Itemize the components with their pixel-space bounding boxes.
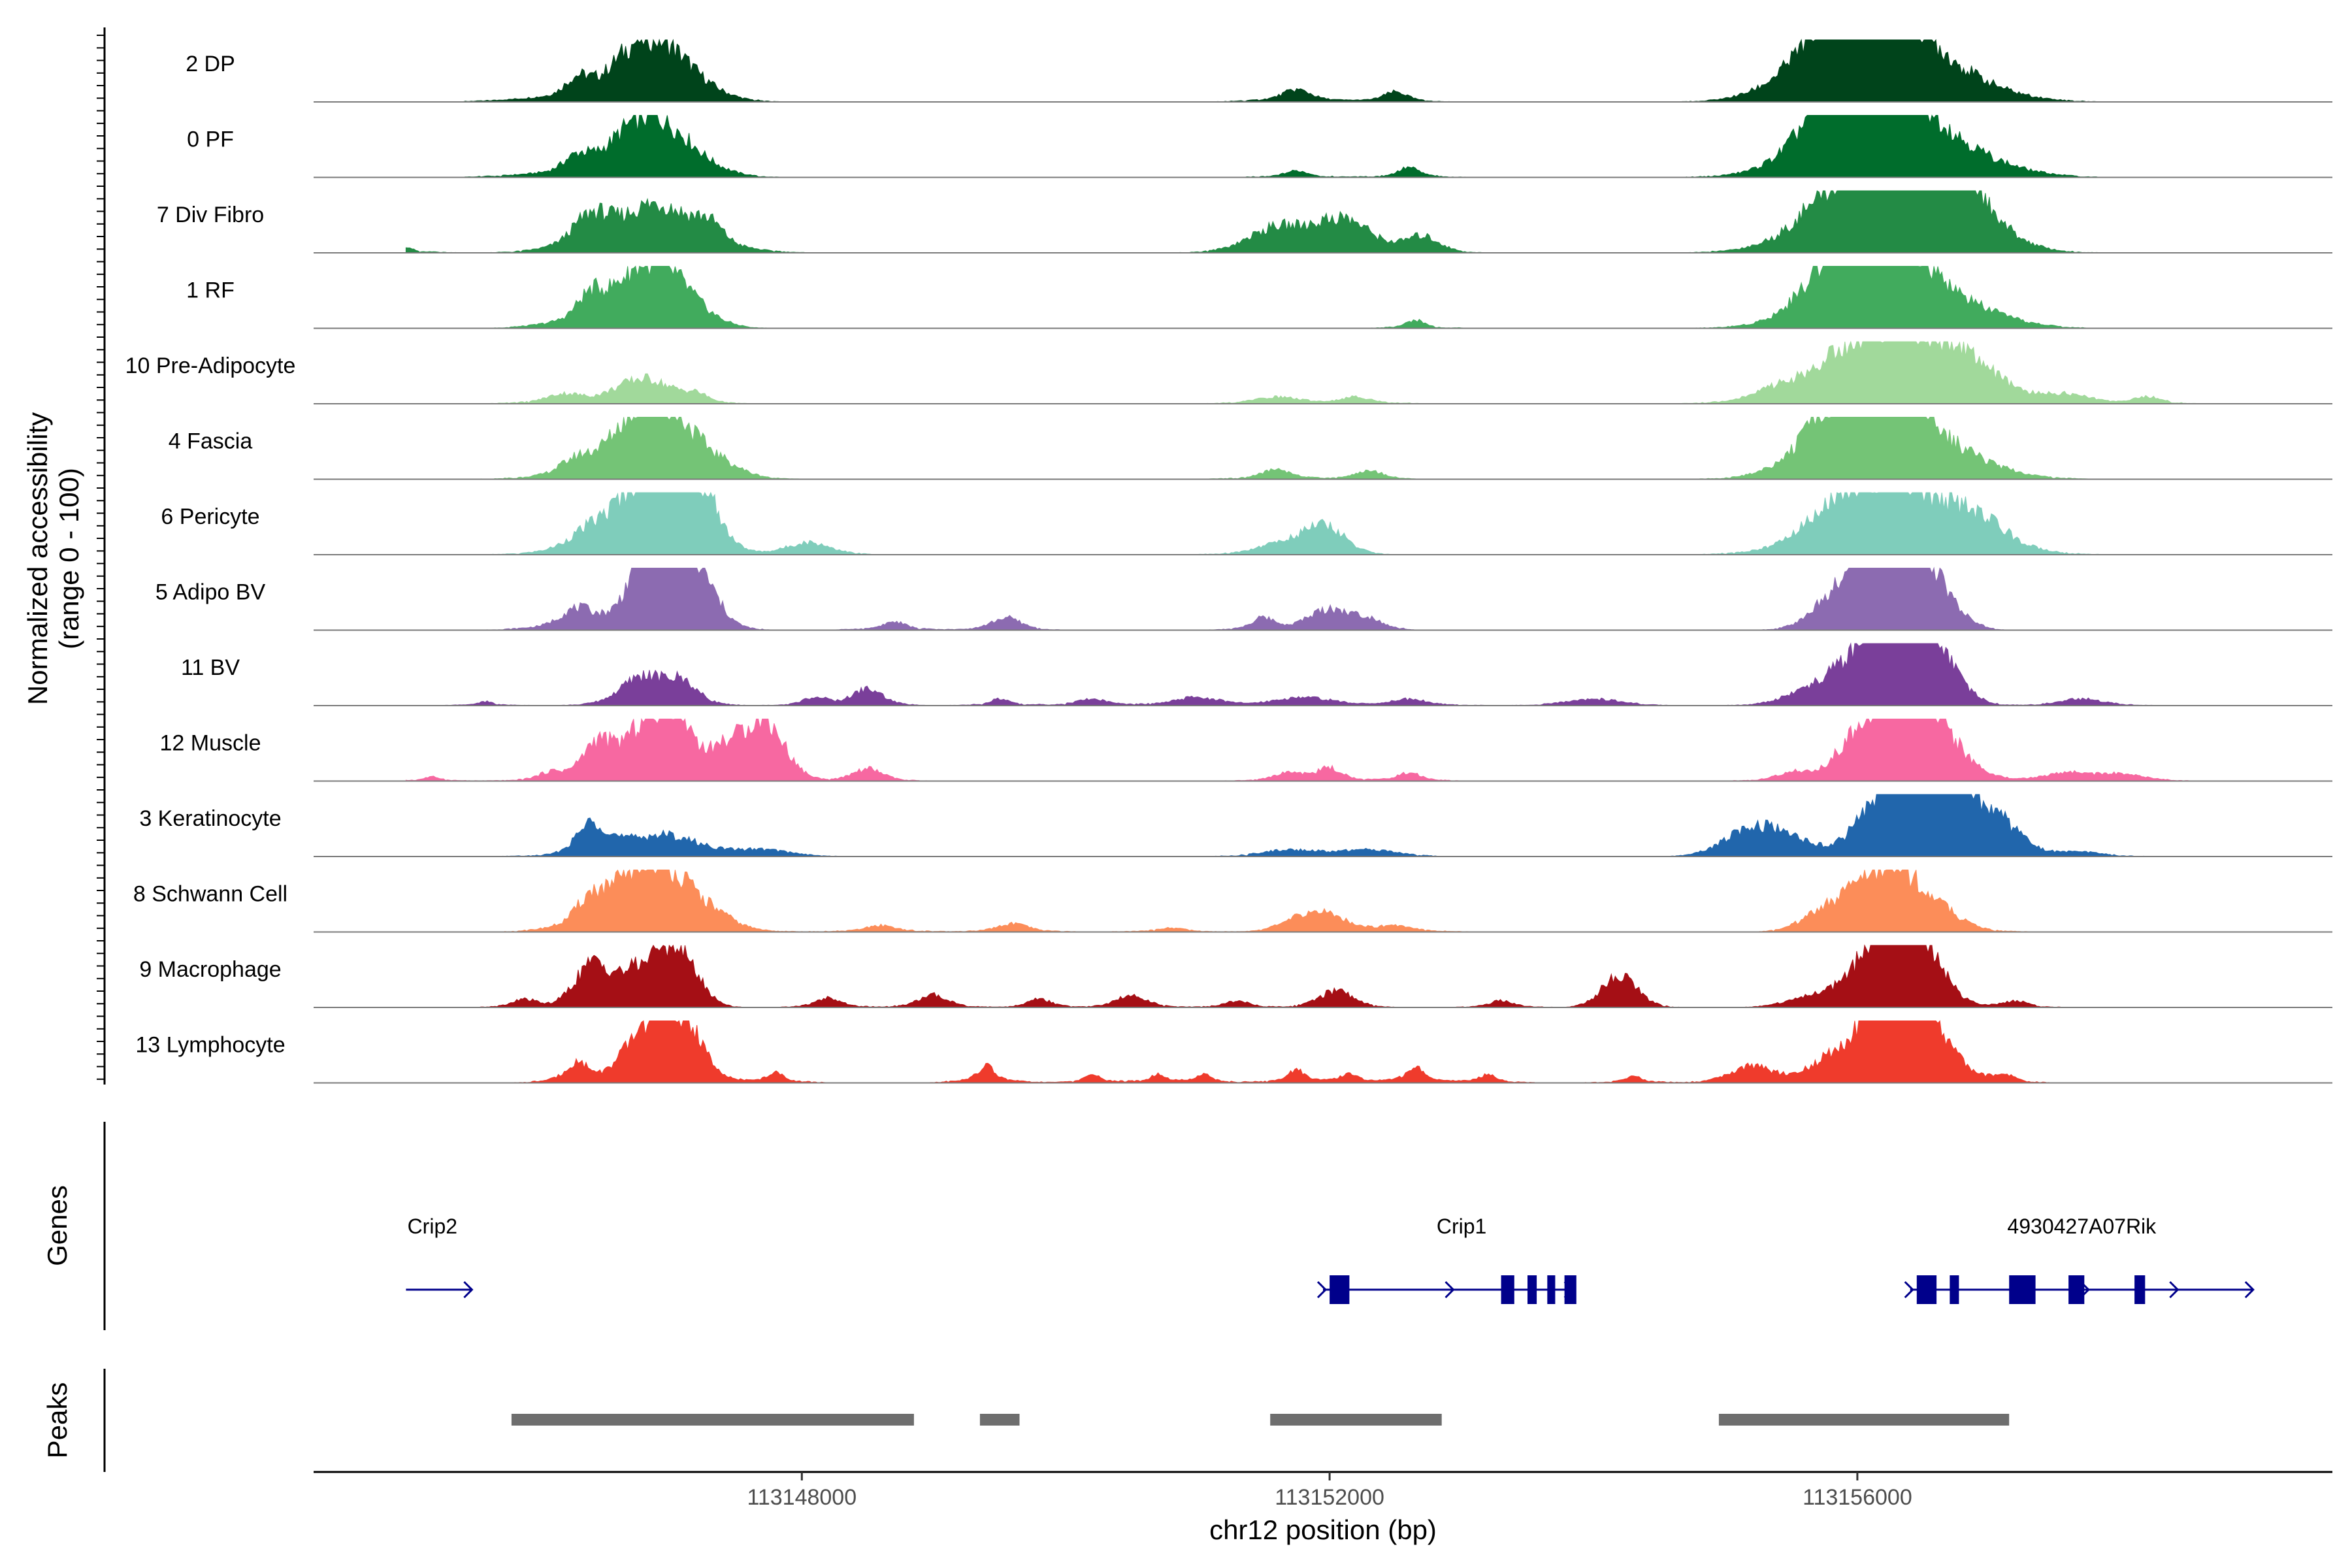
exon [1547,1275,1556,1304]
exon [2134,1275,2146,1304]
gene-label: Crip2 [408,1215,457,1238]
peak-region [979,1414,1020,1426]
coverage-area [406,944,2253,1008]
strand-arrow [1316,1281,1328,1299]
coverage-area [405,190,2253,253]
track-0-pf: 0 PF [187,114,2332,178]
coverage-area [406,566,2253,631]
coverage-area [406,265,2253,329]
peak-region [511,1414,914,1426]
track-label: 4 Fascia [169,429,253,454]
coverage-area [406,1020,2253,1084]
track-label: 12 Muscle [160,731,261,756]
track-label: 1 RF [186,278,235,303]
strand-arrow [1904,1281,1914,1299]
strand-arrow [2169,1281,2180,1299]
track-label: 8 Schwann Cell [133,882,287,907]
gene-label: 4930427A07Rik [2007,1215,2157,1238]
gene-crip1: Crip1 [1316,1215,1576,1304]
exon [1330,1275,1350,1304]
coverage-area [406,491,2253,555]
gene-label: Crip1 [1437,1215,1486,1238]
track-label: 10 Pre-Adipocyte [125,353,296,378]
coverage-y-axis [97,27,106,1085]
exon [2009,1275,2036,1304]
exon [1564,1275,1576,1304]
track-label: 2 DP [186,52,235,76]
x-tick-label: 113148000 [747,1485,857,1510]
exon [1527,1275,1537,1304]
track-11-bv: 11 BV [181,642,2332,706]
track-12-muscle: 12 Muscle [160,717,2332,782]
track-label: 7 Div Fibro [157,203,264,227]
strand-arrow [1445,1281,1455,1299]
track-label: 9 Macrophage [139,957,281,982]
track-4-fascia: 4 Fascia [169,416,2332,480]
track-7-div-fibro: 7 Div Fibro [157,190,2332,253]
track-2-dp: 2 DP [186,39,2332,103]
y-axis-label-line1: Normalized accessibility [22,412,53,705]
track-label: 0 PF [187,127,234,152]
gene-crip2: Crip2 [406,1215,474,1299]
peaks-panel-label: Peaks [42,1382,73,1459]
exon [1916,1275,1937,1304]
track-3-keratinocyte: 3 Keratinocyte [139,794,2332,857]
track-10-pre-adipocyte: 10 Pre-Adipocyte [125,340,2332,404]
coverage-tracks: 2 DP 0 PF 7 Div Fibro 1 RF 10 Pre-Adipocyte 4… [125,39,2332,1084]
coverage-area [406,416,2253,480]
exon [1950,1275,1959,1304]
peak-region [1270,1414,1442,1426]
track-label: 13 Lymphocyte [135,1033,285,1058]
coverage-area [406,39,2253,103]
track-5-adipo-bv: 5 Adipo BV [155,566,2332,631]
track-label: 6 Pericyte [161,504,259,529]
track-label: 11 BV [181,655,240,680]
strand-arrow [463,1281,474,1299]
coverage-area [406,340,2253,404]
coverage-area [405,717,2253,782]
x-tick-label: 113152000 [1275,1485,1384,1510]
coverage-area [406,794,2253,857]
track-1-rf: 1 RF [186,265,2332,329]
strand-arrow [2244,1281,2255,1299]
track-8-schwann-cell: 8 Schwann Cell [133,869,2332,933]
track-9-macrophage: 9 Macrophage [139,944,2332,1008]
track-label: 3 Keratinocyte [139,806,281,831]
track-13-lymphocyte: 13 Lymphocyte [135,1020,2332,1084]
coverage-area [406,642,2253,706]
peak-region [1718,1414,2010,1426]
gene-annotations: Crip2 Crip1 4930427A07Rik [406,1215,2255,1304]
genes-panel-label: Genes [42,1185,73,1266]
x-tick-label: 113156000 [1803,1485,1912,1510]
track-6-pericyte: 6 Pericyte [161,491,2332,555]
x-axis-label: chr12 position (bp) [1209,1514,1437,1545]
x-axis-ticks: 113148000 113152000 113156000 [747,1472,1912,1510]
gene-4930427a07rik: 4930427A07Rik [1904,1215,2255,1304]
coverage-area [406,869,2253,933]
exon [1501,1275,1514,1304]
y-axis-label-line2: (range 0 - 100) [54,468,84,649]
exon [2068,1275,2085,1304]
peak-regions [511,1414,2010,1426]
track-label: 5 Adipo BV [155,580,266,605]
coverage-area [406,114,2253,178]
